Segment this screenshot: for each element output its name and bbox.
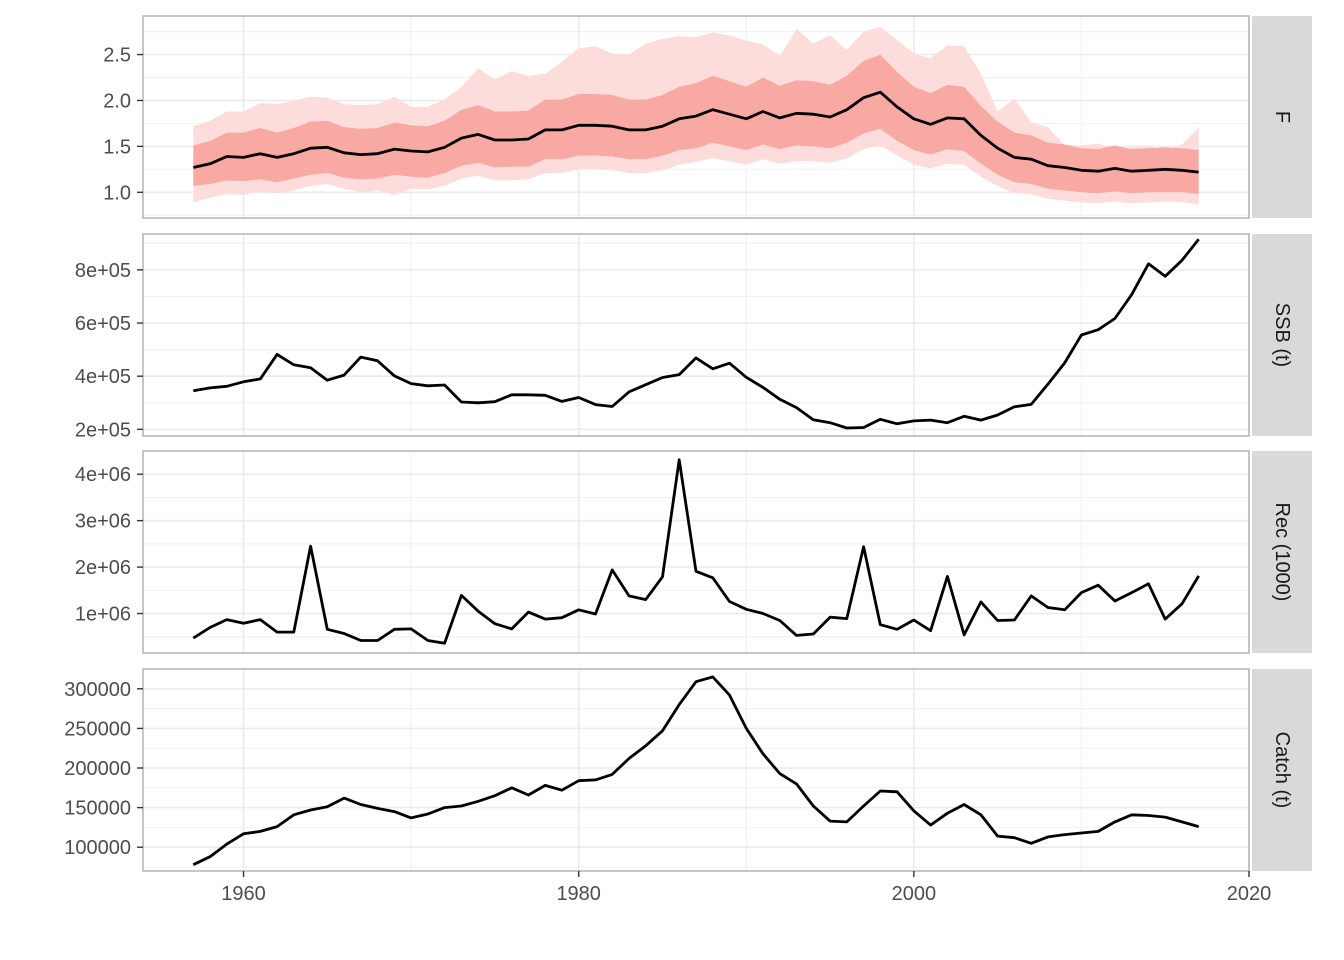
inner-confidence-band	[193, 54, 1199, 195]
facet-strip-label: Catch (t)	[1271, 732, 1293, 809]
y-tick-label: 2e+06	[75, 557, 131, 579]
y-tick-label: 2.5	[103, 45, 131, 67]
panel-3: 1e+06 2e+06 3e+06 4e+06 Rec (1000)	[75, 450, 1312, 654]
panel-border	[142, 668, 1250, 872]
series-line	[193, 238, 1200, 430]
y-tick-label: 2e+05	[75, 419, 131, 441]
panel-background	[143, 669, 1249, 871]
x-tick-label: 2000	[892, 883, 937, 905]
x-axis: 1960 1980 2000 2020	[221, 871, 1271, 905]
panel-background	[143, 451, 1249, 653]
panel-4: 100000 150000 200000 250000 300000 Catch (t)	[64, 668, 1312, 872]
x-tick-label: 2020	[1227, 883, 1272, 905]
panel-1: 1.0 1.5 2.0 2.5 F	[103, 15, 1312, 219]
y-tick-label: 200000	[64, 758, 131, 780]
panel-border	[142, 450, 1250, 654]
panel-2: 2e+05 4e+05 6e+05 8e+05 SSB (t)	[75, 233, 1312, 441]
y-tick-label: 2.0	[103, 90, 131, 112]
facet-strip	[1252, 451, 1312, 653]
y-tick-label: 300000	[64, 679, 131, 701]
y-tick-label: 1.0	[103, 182, 131, 204]
series-line	[192, 458, 1200, 645]
y-tick-label: 1.5	[103, 136, 131, 158]
x-tick-label: 1960	[221, 883, 266, 905]
y-tick-label: 6e+05	[75, 313, 131, 335]
y-tick-label: 4e+06	[75, 464, 131, 486]
y-tick-label: 3e+06	[75, 511, 131, 533]
x-tick-label: 1980	[556, 883, 601, 905]
series-line	[192, 675, 1200, 866]
y-tick-label: 100000	[64, 837, 131, 859]
facet-strip	[1252, 669, 1312, 871]
y-tick-label: 1e+06	[75, 604, 131, 626]
panel-border	[142, 233, 1250, 437]
y-tick-label: 4e+05	[75, 366, 131, 388]
facet-strip-label: SSB (t)	[1271, 303, 1293, 367]
facet-strip-label: F	[1271, 111, 1293, 123]
series-line	[192, 90, 1199, 174]
y-tick-label: 150000	[64, 798, 131, 820]
y-tick-label: 250000	[64, 718, 131, 740]
facet-strip	[1252, 16, 1312, 218]
facet-strip-label: Rec (1000)	[1271, 503, 1293, 602]
panels-layer: 1.0 1.5 2.0 2.5 F 2e+05 4e+05 6e+05 8e+05 SSB (t)…	[64, 15, 1312, 872]
y-tick-label: 8e+05	[75, 260, 131, 282]
facet-strip	[1252, 234, 1312, 436]
panel-border	[142, 15, 1250, 219]
